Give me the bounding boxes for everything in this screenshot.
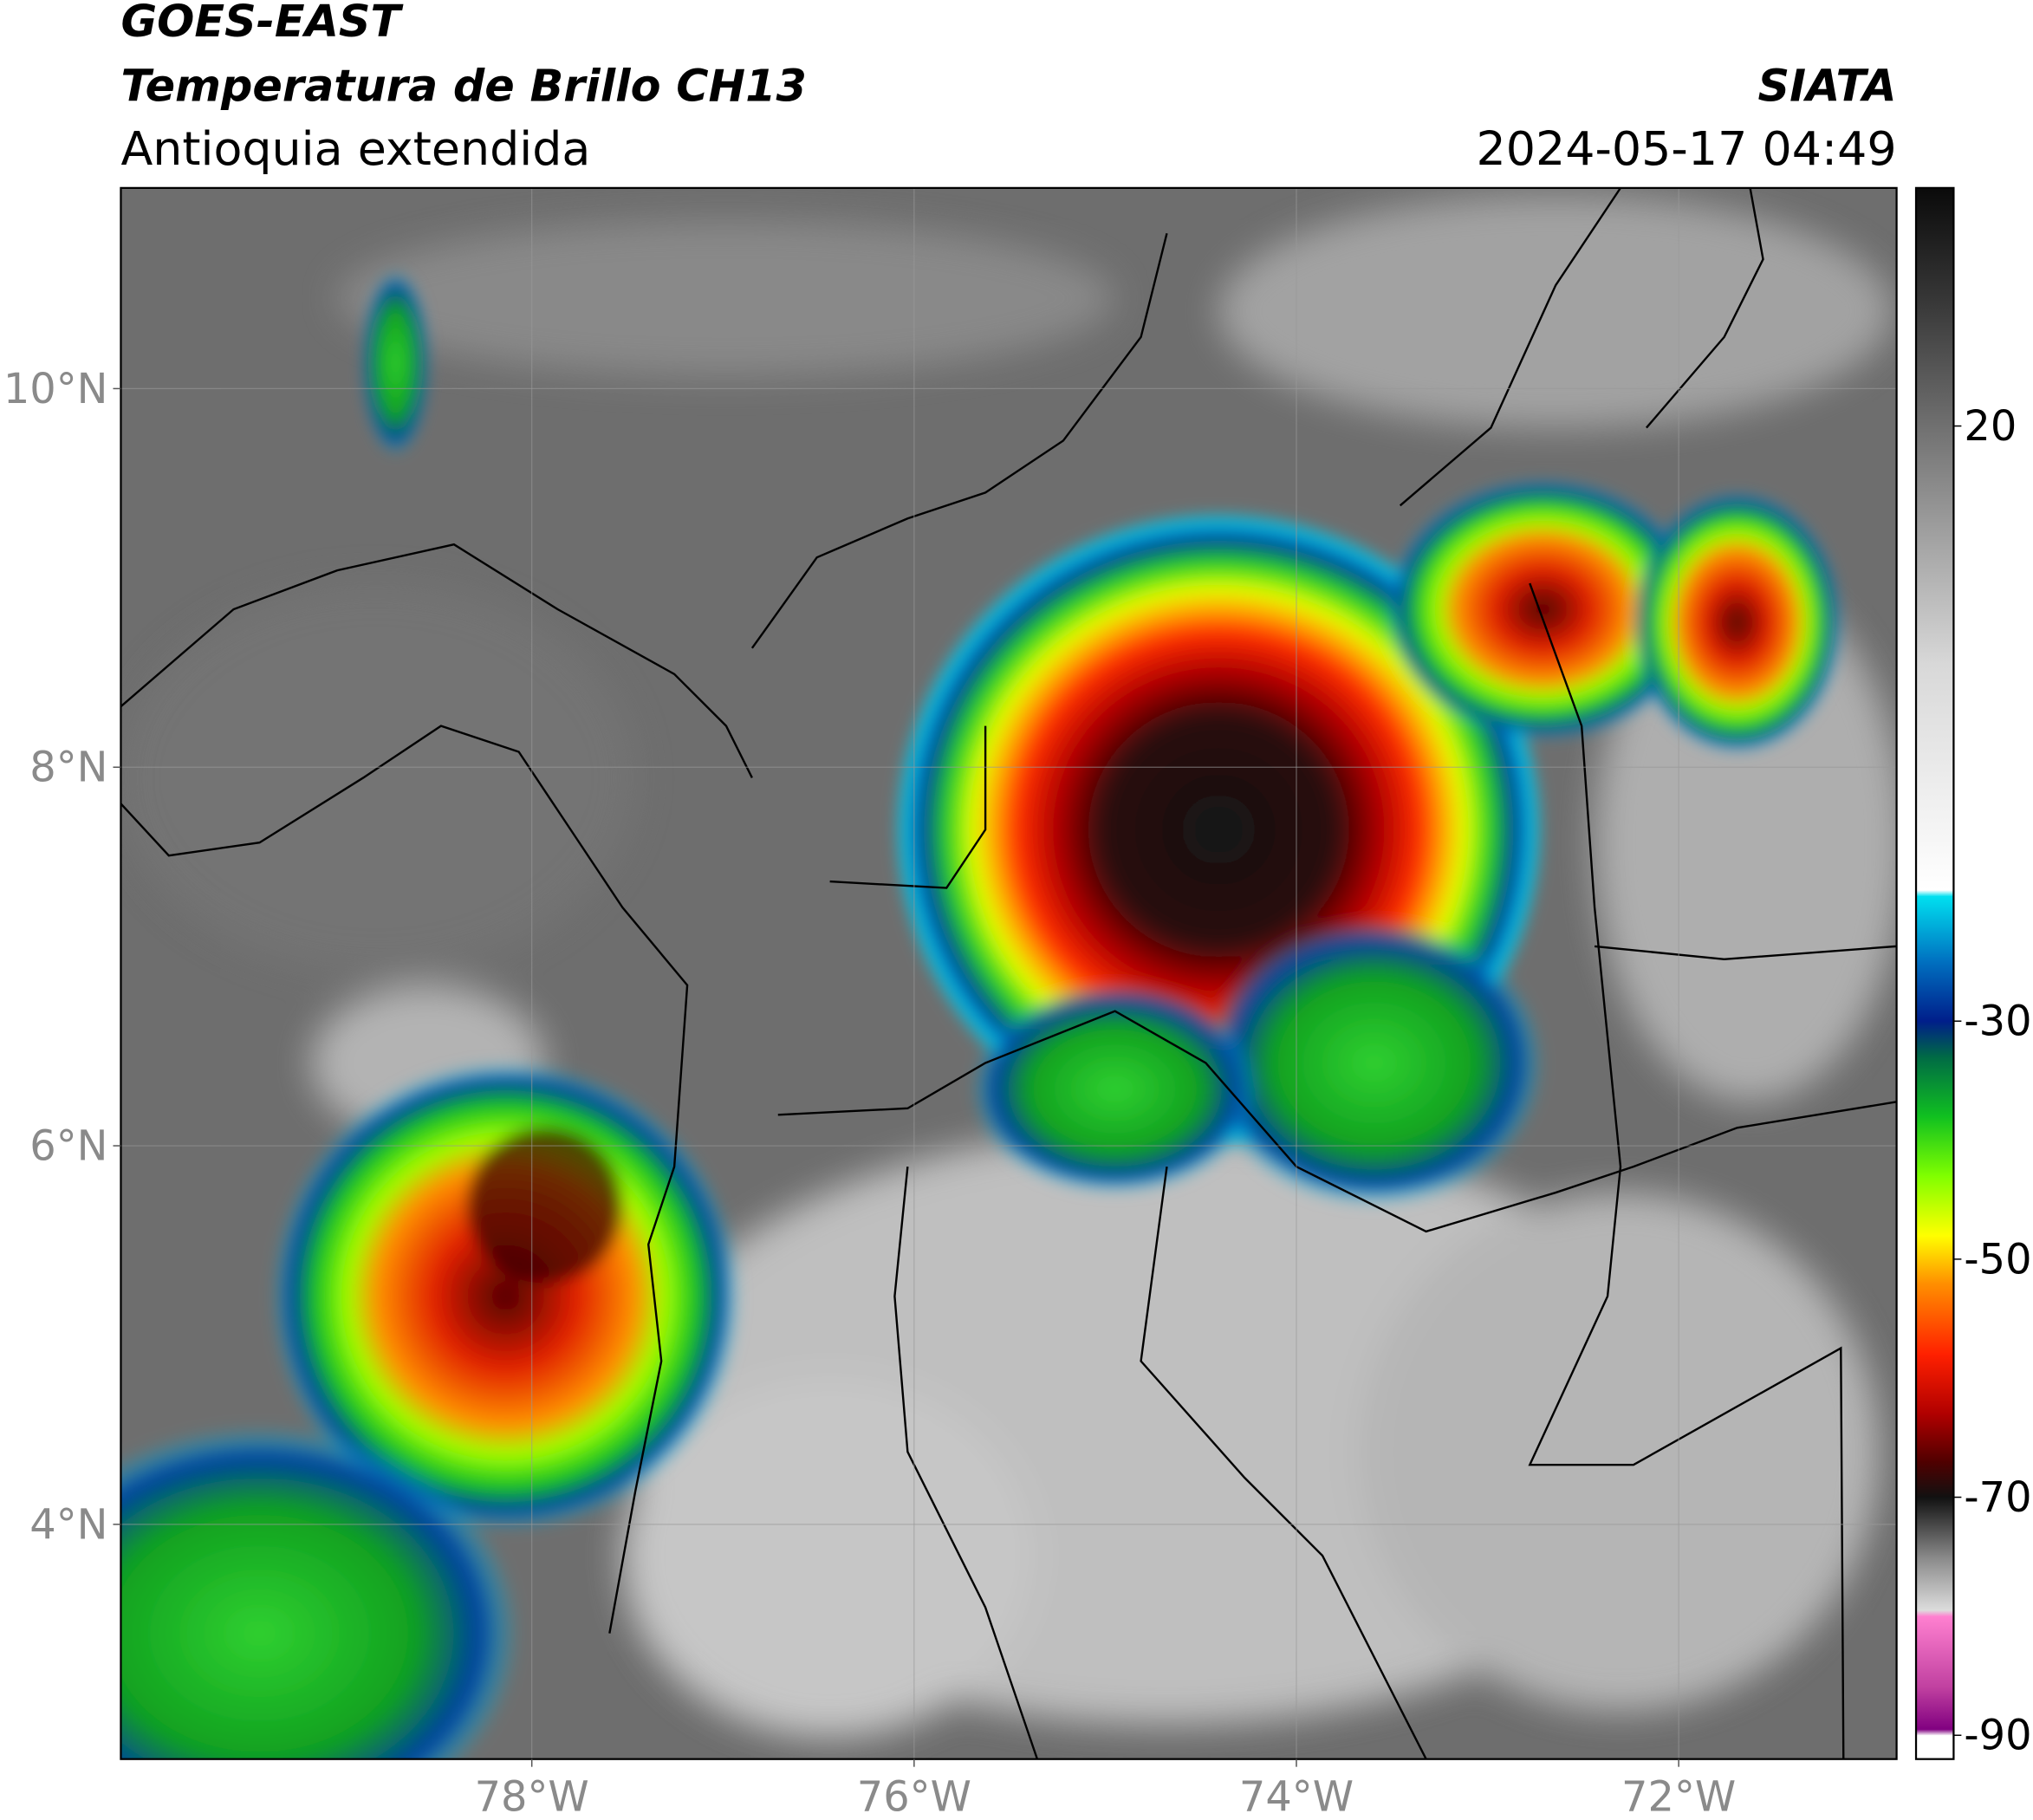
colorbar-segment — [1916, 1461, 1954, 1498]
colorbar-segment — [1916, 1235, 1954, 1284]
product: Temperatura de Brillo CH13 — [120, 61, 806, 112]
colorbar-segment — [1916, 1735, 1954, 1760]
colorbar-segment — [1916, 1116, 1954, 1177]
source: SIATA — [1757, 61, 1896, 112]
y-tick-label: 10°N — [3, 366, 108, 413]
colorbar-tick-label: -50 — [1964, 1236, 2031, 1284]
colorbar — [1916, 187, 1954, 1760]
colorbar-segment — [1916, 890, 1954, 897]
colorbar-segment — [1916, 307, 1954, 426]
grid — [120, 187, 1897, 1759]
colorbar-segment — [1916, 1175, 1954, 1236]
x-tick-label: 74°W — [1239, 1774, 1354, 1820]
borders — [120, 187, 1897, 1759]
colorbar-segment — [1916, 1610, 1954, 1617]
map-frame — [120, 186, 1898, 1760]
colorbar-segment — [1916, 896, 1954, 963]
colorbar-segment — [1916, 1021, 1954, 1057]
colorbar-frame — [1914, 186, 1955, 1760]
x-tick-label: 72°W — [1621, 1774, 1736, 1820]
colorbar-segment — [1916, 1687, 1954, 1730]
title: GOES-EAST — [120, 0, 404, 47]
y-tick-label: 4°N — [29, 1501, 107, 1549]
colorbar-segment — [1916, 664, 1954, 891]
datetime: 2024-05-17 04:49 — [1477, 121, 1897, 176]
colorbar-segment — [1916, 544, 1954, 665]
colorbar-tick-label: 20 — [1964, 403, 2017, 451]
colorbar-tick-label: -70 — [1964, 1474, 2031, 1522]
colorbar-tick-label: -90 — [1964, 1713, 2031, 1760]
satellite-image — [120, 187, 1897, 1759]
colorbar-segment — [1916, 426, 1954, 546]
colorbar-segment — [1916, 1729, 1954, 1736]
x-tick-label: 78°W — [475, 1774, 589, 1820]
colorbar-segment — [1916, 1615, 1954, 1688]
region: Antioquia extendida — [120, 121, 590, 176]
y-tick-label: 8°N — [29, 744, 107, 792]
colorbar-segment — [1916, 1557, 1954, 1611]
colorbar-segment — [1916, 1497, 1954, 1557]
y-tick-label: 6°N — [29, 1122, 107, 1170]
colorbar-segment — [1916, 1354, 1954, 1414]
colorbar-segment — [1916, 1283, 1954, 1355]
colorbar-segment — [1916, 1414, 1954, 1462]
colorbar-segment — [1916, 1056, 1954, 1117]
x-tick-label: 76°W — [857, 1774, 971, 1820]
colorbar-segment — [1916, 187, 1954, 308]
colorbar-segment — [1916, 961, 1954, 1022]
colorbar-tick-label: -30 — [1964, 998, 2031, 1046]
